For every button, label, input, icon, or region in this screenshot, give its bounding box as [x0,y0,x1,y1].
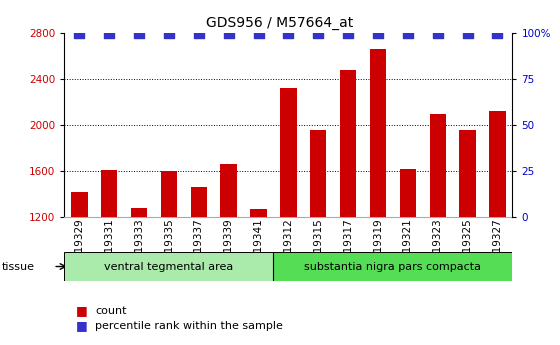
Bar [430,114,446,217]
Point [284,30,293,36]
Point [374,30,382,36]
Bar [489,111,506,217]
Bar [459,130,476,217]
Text: tissue: tissue [2,262,35,272]
Point [463,30,472,36]
Bar [190,187,207,217]
Bar [340,70,356,217]
Text: GDS956 / M57664_at: GDS956 / M57664_at [207,16,353,30]
Point [134,30,143,36]
Bar [131,208,147,217]
Bar [280,88,297,217]
Point [105,30,114,36]
Point [194,30,203,36]
Text: substantia nigra pars compacta: substantia nigra pars compacta [305,262,482,272]
Bar [273,252,512,281]
Text: count: count [95,306,127,315]
Bar [250,209,267,217]
Bar [370,49,386,217]
Bar [221,164,237,217]
Point [433,30,442,36]
Point [224,30,233,36]
Point [75,30,84,36]
Bar [400,169,416,217]
Point [403,30,412,36]
Point [314,30,323,36]
Text: ■: ■ [76,304,87,317]
Text: percentile rank within the sample: percentile rank within the sample [95,321,283,331]
Text: ventral tegmental area: ventral tegmental area [104,262,234,272]
Text: ■: ■ [76,319,87,333]
Bar [310,130,326,217]
Bar [71,192,87,217]
Point [254,30,263,36]
Bar [101,170,118,217]
Bar [64,252,273,281]
Bar [161,171,177,217]
Point [344,30,353,36]
Point [493,30,502,36]
Point [165,30,174,36]
